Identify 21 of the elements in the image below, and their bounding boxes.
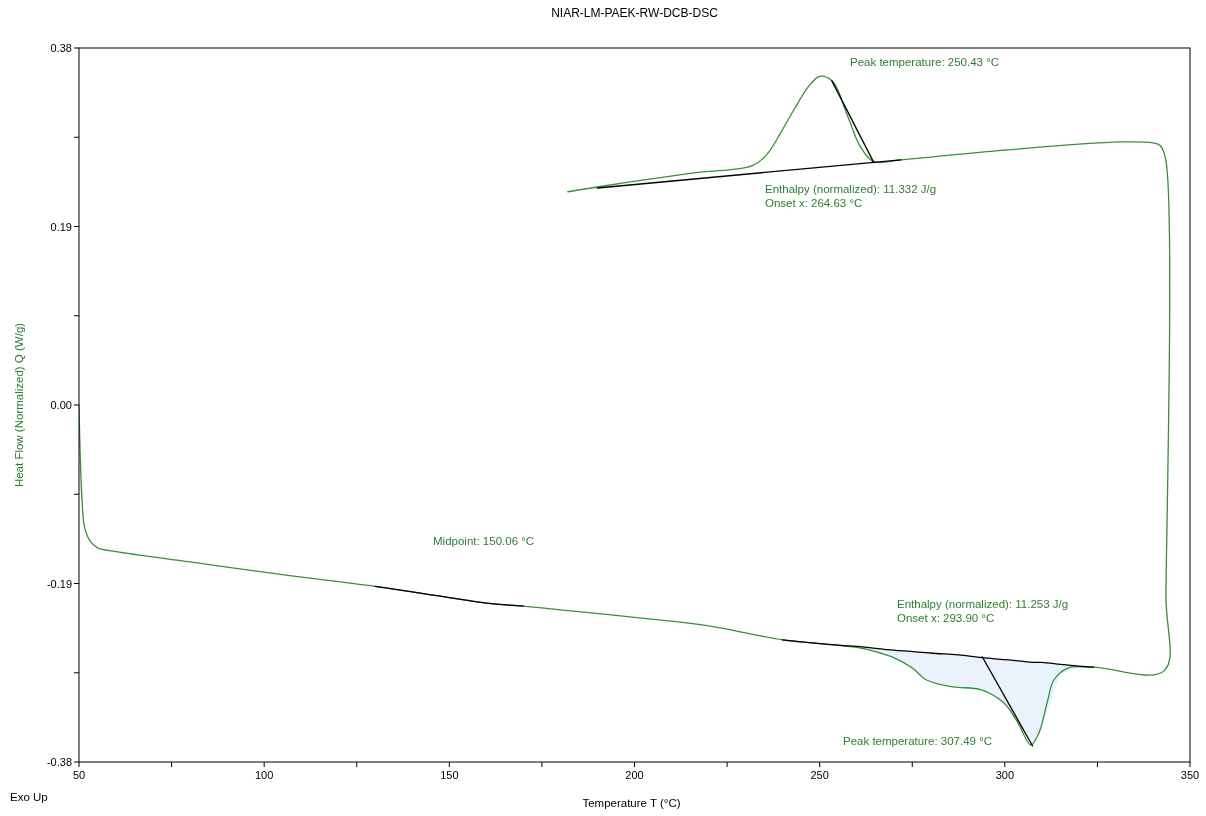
y-tick-label: -0.38 bbox=[46, 756, 72, 768]
text: Exo Up bbox=[10, 791, 48, 803]
x-tick-label: 350 bbox=[1180, 769, 1200, 781]
y-axis-title: Heat Flow (Normalized) Q (W/g) bbox=[13, 322, 25, 488]
chart-title: NIAR-LM-PAEK-RW-DCB-DSC bbox=[551, 6, 719, 20]
x-tick-label: 100 bbox=[254, 769, 274, 781]
annotation: Peak temperature: 307.49 °C bbox=[843, 735, 993, 747]
x-tick-label: 150 bbox=[440, 769, 459, 781]
x-tick-label: 250 bbox=[810, 769, 829, 781]
y-tick-label: 0.38 bbox=[50, 42, 72, 54]
x-tick-label: 200 bbox=[625, 769, 644, 781]
annotation: Enthalpy (normalized): 11.332 J/g Onset x: 264.63 °C bbox=[765, 183, 937, 209]
annotation: Midpoint: 150.06 °C bbox=[433, 535, 535, 547]
annotation: Enthalpy (normalized): 11.253 J/g Onset x: 293.90 °C bbox=[897, 598, 1069, 624]
annotation: Peak temperature: 250.43 °C bbox=[850, 56, 1000, 68]
x-axis-title: Temperature T (°C) bbox=[582, 797, 681, 809]
y-tick-label: 0.19 bbox=[50, 220, 72, 233]
x-tick-label: 300 bbox=[995, 769, 1015, 781]
y-tick-label: 0.00 bbox=[50, 399, 72, 411]
x-tick-label: 50 bbox=[72, 769, 86, 781]
y-tick-label: -0.19 bbox=[46, 577, 72, 590]
